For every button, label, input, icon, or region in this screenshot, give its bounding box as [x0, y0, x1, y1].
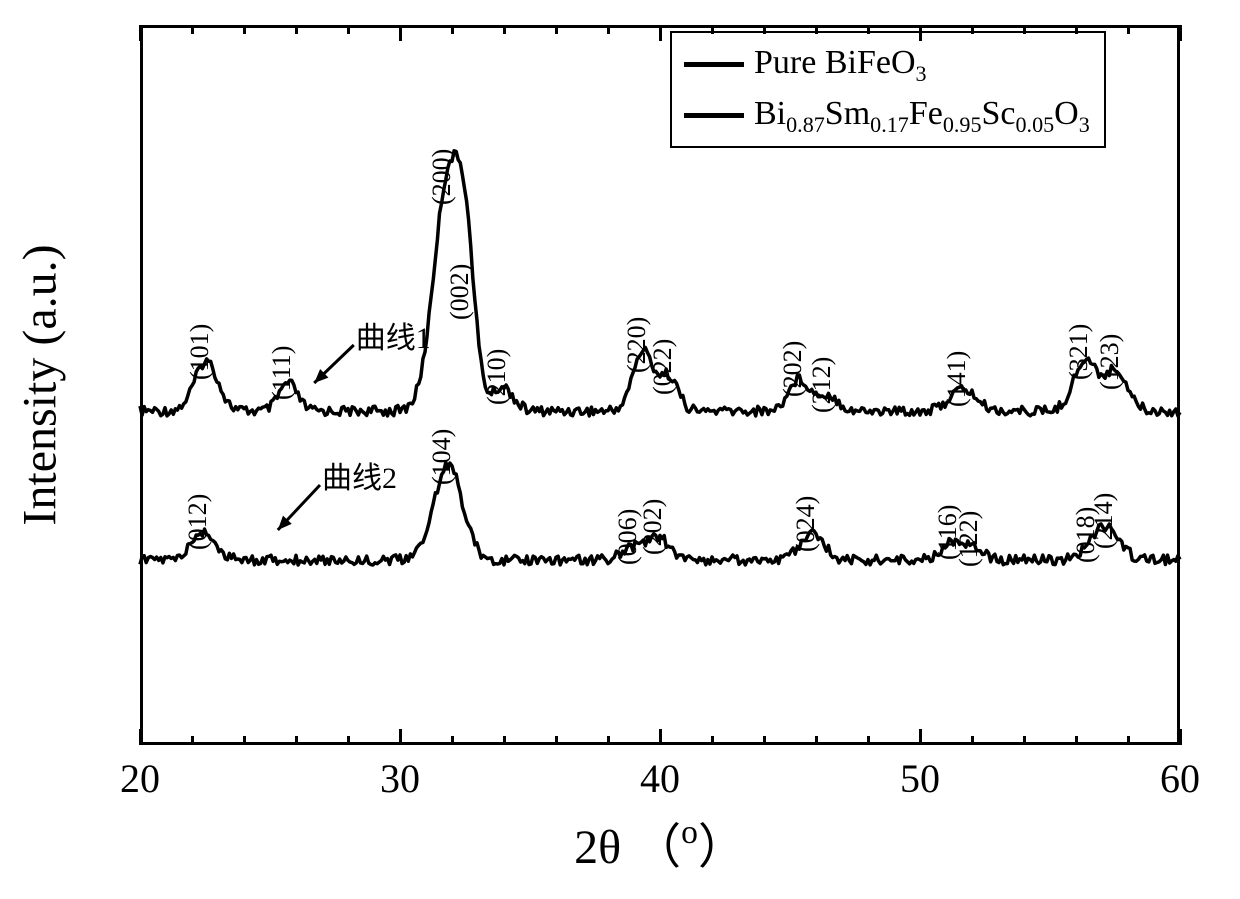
x-tick-label: 30	[380, 755, 420, 802]
annotation-arrow	[140, 25, 1180, 745]
y-axis-label: Intensity (a.u.)	[13, 244, 68, 525]
x-tick-label: 50	[900, 755, 940, 802]
x-axis-label: 2θ （o）	[574, 807, 746, 877]
xrd-chart: Intensity (a.u.) 2θ （o） Pure BiFeO3Bi0.8…	[0, 0, 1240, 899]
x-tick-label: 20	[120, 755, 160, 802]
x-axis-label-text: 2θ	[574, 821, 621, 874]
x-tick-label: 40	[640, 755, 680, 802]
x-tick-label: 60	[1160, 755, 1200, 802]
